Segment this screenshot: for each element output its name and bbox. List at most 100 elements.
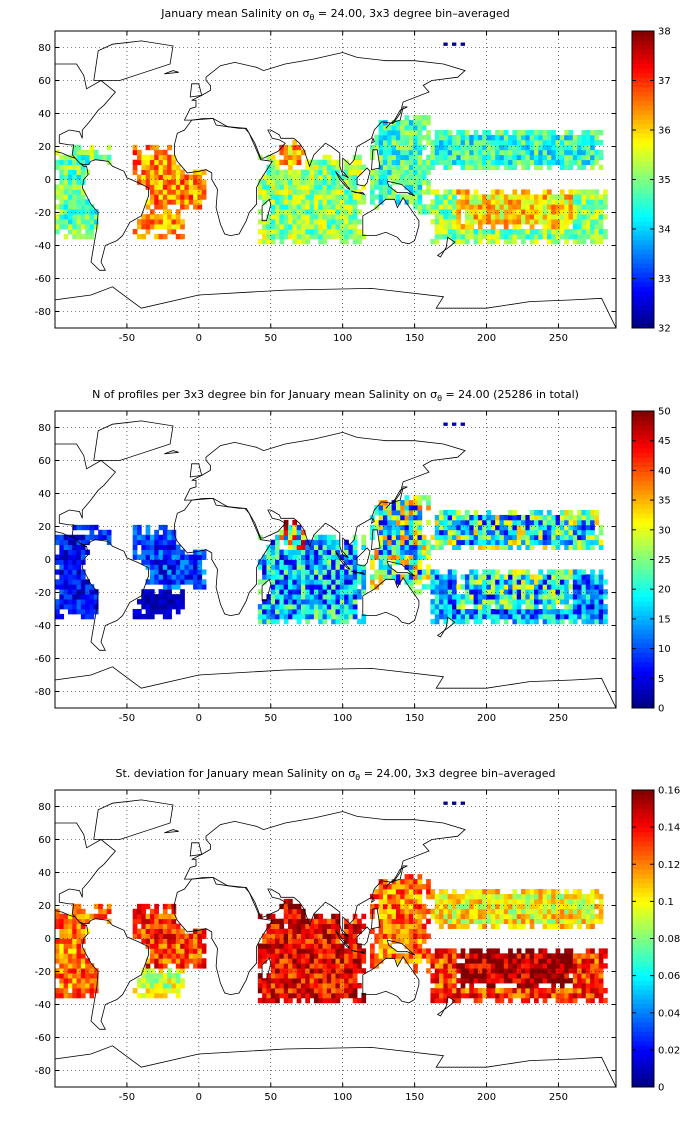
- data-cell: [76, 524, 82, 531]
- data-cell: [417, 948, 423, 954]
- data-cell: [167, 584, 172, 590]
- data-cell: [266, 574, 272, 580]
- data-cell: [141, 918, 147, 925]
- data-cell: [503, 604, 509, 610]
- data-cell: [374, 179, 380, 185]
- data-cell: [72, 604, 77, 610]
- data-cell: [292, 943, 298, 949]
- data-cell: [180, 233, 185, 240]
- data-cell: [538, 519, 544, 526]
- data-cell: [469, 893, 474, 900]
- data-cell: [318, 564, 323, 570]
- data-cell: [525, 898, 531, 905]
- data-cell: [391, 519, 397, 526]
- data-cell: [490, 214, 496, 220]
- data-cell: [417, 179, 423, 185]
- data-cell: [490, 209, 496, 215]
- data-cell: [482, 164, 487, 170]
- data-cell: [93, 219, 99, 225]
- data-cell: [443, 918, 449, 925]
- data-cell: [59, 204, 65, 210]
- data-cell: [288, 963, 293, 969]
- data-cell: [318, 574, 323, 580]
- data-cell: [512, 992, 518, 999]
- data-cell: [331, 928, 336, 934]
- data-cell: [568, 189, 574, 195]
- data-cell: [266, 224, 272, 230]
- data-cell: [529, 224, 535, 230]
- data-cell: [460, 908, 466, 915]
- data-cell: [521, 154, 526, 161]
- data-cell: [283, 529, 289, 536]
- data-cell: [85, 534, 90, 541]
- data-cell: [387, 574, 392, 580]
- data-cell: [279, 534, 285, 541]
- data-cell: [443, 584, 449, 590]
- data-cell: [512, 539, 518, 546]
- data-cell: [326, 938, 332, 944]
- data-cell: [378, 913, 384, 920]
- data-cell: [352, 918, 358, 925]
- data-cell: [577, 613, 582, 620]
- data-cell: [417, 928, 423, 934]
- data-cell: [525, 159, 531, 166]
- data-cell: [426, 184, 431, 190]
- data-cell: [326, 159, 332, 166]
- data-cell: [193, 189, 198, 195]
- data-cell: [413, 505, 418, 511]
- data-cell: [184, 174, 190, 180]
- data-cell: [452, 613, 457, 620]
- data-cell: [80, 948, 86, 954]
- data-cell: [98, 154, 103, 161]
- data-cell: [512, 134, 518, 141]
- data-cell: [167, 943, 172, 949]
- data-cell: [145, 609, 151, 615]
- data-cell: [516, 214, 522, 220]
- data-cell: [426, 884, 431, 890]
- data-cell: [594, 154, 600, 161]
- data-cell: [460, 199, 466, 205]
- data-cell: [279, 564, 285, 570]
- data-cell: [413, 149, 418, 156]
- data-cell: [80, 992, 86, 999]
- data-cell: [512, 154, 518, 161]
- data-cell: [590, 204, 595, 210]
- data-cell: [154, 174, 159, 180]
- data-cell: [559, 510, 565, 516]
- data-cell: [534, 219, 539, 225]
- data-cell: [387, 154, 392, 161]
- data-cell: [85, 159, 90, 166]
- data-cell: [339, 199, 345, 205]
- data-cell: [460, 154, 466, 161]
- data-cell: [499, 194, 505, 200]
- data-cell: [136, 179, 142, 185]
- data-cell: [322, 224, 328, 230]
- data-cell: [318, 599, 323, 605]
- data-cell: [555, 539, 561, 546]
- data-cell: [443, 903, 449, 910]
- data-cell: [473, 139, 479, 146]
- data-cell: [89, 589, 95, 595]
- data-cell: [370, 903, 375, 910]
- data-cell: [309, 204, 315, 210]
- data-cell: [443, 618, 449, 625]
- data-cell: [162, 564, 168, 570]
- data-cell: [141, 923, 147, 929]
- data-cell: [508, 574, 513, 580]
- data-cell: [572, 154, 578, 161]
- data-cell: [305, 928, 311, 934]
- data-cell: [572, 144, 578, 151]
- data-cell: [512, 893, 518, 900]
- data-cell: [145, 219, 151, 225]
- data-cell: [404, 913, 410, 920]
- data-cell: [469, 978, 474, 984]
- data-cell: [551, 613, 556, 620]
- data-cell: [309, 604, 315, 610]
- data-cell: [352, 574, 358, 580]
- data-cell: [145, 594, 151, 600]
- colorbar-segment: [632, 123, 654, 129]
- data-cell: [503, 992, 509, 999]
- data-cell: [581, 594, 587, 600]
- data-cell: [452, 569, 457, 575]
- data-cell: [421, 164, 427, 170]
